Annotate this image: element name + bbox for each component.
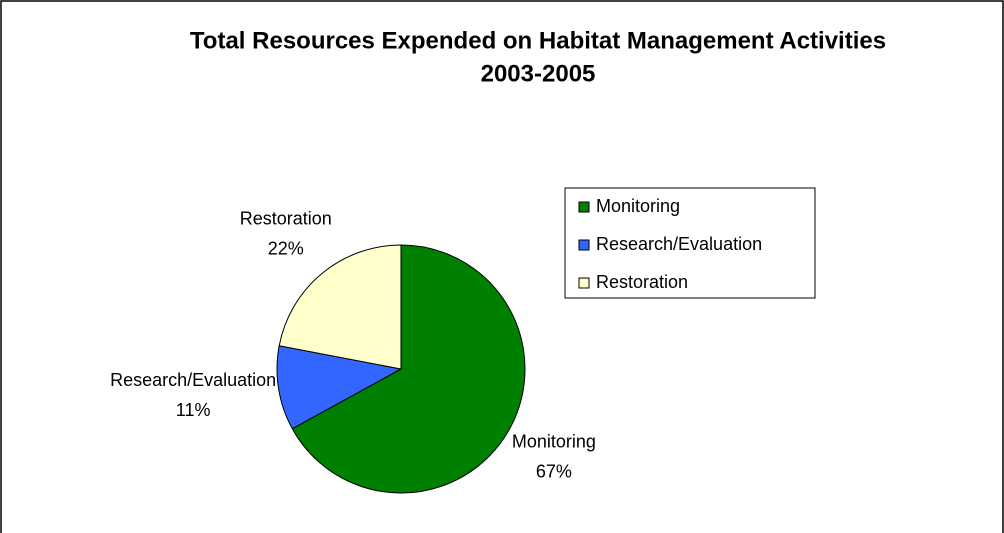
slice-value-label: 11% [176,400,211,420]
legend-swatch [578,201,590,213]
slice-value-label: 67% [536,461,572,481]
chart-title: 2003-2005 [481,60,596,87]
slice-label: Research/Evaluation [110,370,276,390]
legend-swatch [578,239,590,251]
legend-swatch [578,277,590,289]
chart-title: Total Resources Expended on Habitat Mana… [190,27,886,54]
legend-label: Restoration [596,272,688,292]
legend-box [564,187,816,299]
slice-value-label: 22% [268,239,304,259]
slice-label: Monitoring [512,431,596,451]
pie-slice [291,244,526,494]
slice-label: Restoration [240,209,332,229]
legend-label: Research/Evaluation [596,234,762,254]
pie-slice [276,345,403,430]
legend-label: Monitoring [596,196,680,216]
pie-slice [278,244,402,370]
